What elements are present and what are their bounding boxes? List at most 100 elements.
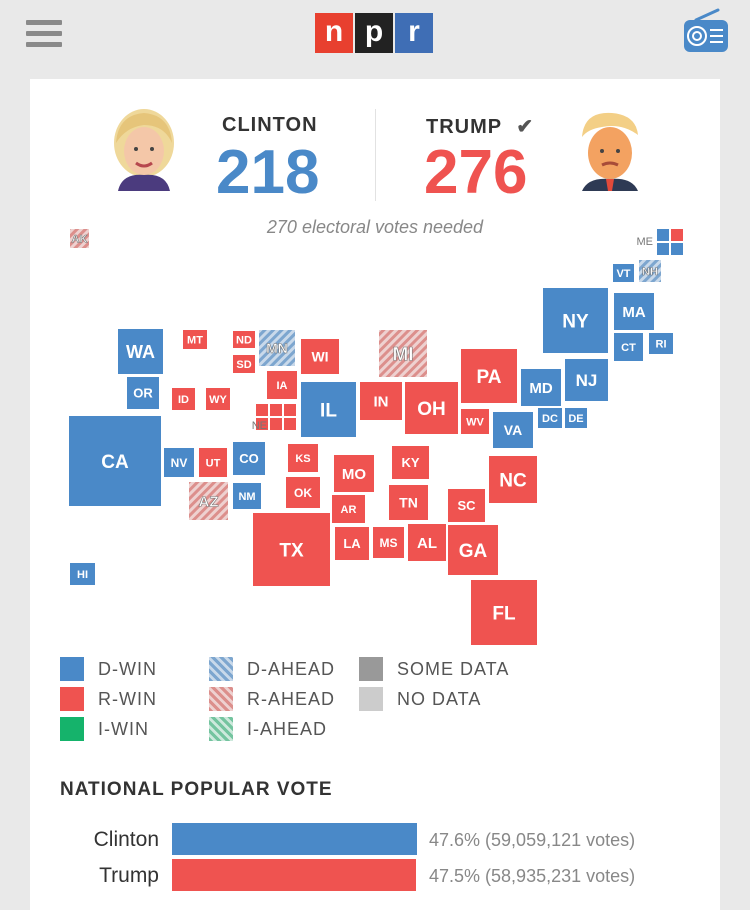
legend-swatch — [60, 657, 84, 681]
state-label-tx: TX — [279, 540, 304, 561]
state-tile-co[interactable] — [233, 442, 265, 475]
state-tile-in[interactable] — [360, 382, 402, 420]
state-tile-ne-district[interactable] — [256, 404, 268, 416]
state-tile-tx[interactable] — [253, 513, 330, 586]
state-label-mn: MN — [266, 340, 288, 356]
state-tile-vt[interactable] — [613, 264, 634, 282]
state-tile-hi[interactable] — [70, 563, 95, 585]
popular-vote-bar — [172, 823, 417, 855]
state-label-ak: AK — [72, 233, 88, 245]
state-tile-ne-district[interactable] — [256, 418, 268, 430]
legend-label: D-WIN — [98, 658, 157, 679]
trump-name-label: TRUMP — [426, 116, 502, 138]
legend-label: SOME DATA — [397, 658, 510, 679]
trump-avatar — [582, 112, 638, 191]
legend-swatch — [60, 717, 84, 741]
state-tile-id[interactable] — [172, 388, 195, 410]
popular-vote-name: Trump — [99, 864, 159, 887]
legend-swatch — [359, 657, 383, 681]
state-label-wa: WA — [126, 342, 155, 362]
legend-swatch — [209, 717, 233, 741]
state-tile-ky[interactable] — [392, 446, 429, 479]
legend-item-some: SOME DATA — [359, 657, 509, 681]
state-label-ks: KS — [295, 453, 310, 465]
state-tile-ne-district[interactable] — [270, 404, 282, 416]
state-tile-or[interactable] — [127, 377, 159, 409]
state-tile-al[interactable] — [408, 524, 446, 561]
state-tile-ak[interactable] — [70, 229, 89, 248]
state-tile-me-district[interactable] — [657, 243, 669, 255]
state-tile-nj[interactable] — [565, 359, 608, 401]
state-tile-ga[interactable] — [448, 525, 498, 575]
state-label-nv: NV — [171, 456, 188, 470]
state-tile-ar[interactable] — [332, 495, 365, 523]
state-tile-ut[interactable] — [199, 448, 227, 477]
state-tile-ks[interactable] — [288, 444, 318, 472]
state-tile-mo[interactable] — [334, 455, 374, 492]
state-label-tn: TN — [399, 495, 418, 511]
state-tile-va[interactable] — [493, 412, 533, 448]
state-label-dc: DC — [542, 413, 558, 425]
radio-icon[interactable] — [682, 6, 730, 54]
state-tile-ri[interactable] — [649, 333, 673, 354]
state-tile-dc[interactable] — [538, 408, 562, 428]
state-tile-ne-district[interactable] — [270, 418, 282, 430]
legend-label: D-AHEAD — [247, 658, 336, 679]
state-tile-ne-district[interactable] — [284, 418, 296, 430]
hamburger-menu-icon[interactable] — [26, 20, 62, 50]
state-tile-ca[interactable] — [69, 416, 161, 506]
state-tile-fl[interactable] — [471, 580, 537, 645]
state-tile-il[interactable] — [301, 382, 356, 437]
state-tile-md[interactable] — [521, 369, 561, 406]
state-label-mo: MO — [342, 466, 366, 483]
state-label-ar: AR — [341, 504, 357, 516]
state-label-wy: WY — [209, 394, 227, 406]
legend-item-i-ahead: I-AHEAD — [209, 717, 327, 741]
state-label-nd: ND — [236, 334, 252, 346]
state-tile-ma[interactable] — [614, 293, 654, 330]
state-label-ma: MA — [622, 304, 645, 321]
state-tile-mn[interactable] — [259, 330, 295, 366]
state-tile-ok[interactable] — [286, 477, 320, 508]
state-tile-oh[interactable] — [405, 382, 458, 434]
state-label-wi: WI — [311, 349, 328, 365]
state-tile-wy[interactable] — [206, 388, 230, 410]
state-tile-la[interactable] — [335, 527, 369, 560]
legend-swatch — [209, 687, 233, 711]
state-tile-nd[interactable] — [233, 331, 255, 348]
state-tile-ny[interactable] — [543, 288, 608, 353]
top-bar: n p r — [0, 0, 750, 70]
state-tile-sd[interactable] — [233, 355, 255, 373]
state-tile-me-district[interactable] — [671, 243, 683, 255]
state-tile-tn[interactable] — [389, 485, 428, 520]
npr-logo[interactable]: n p r — [315, 13, 435, 53]
state-label-vt: VT — [616, 268, 630, 280]
state-tile-mi[interactable] — [379, 330, 427, 377]
state-tile-nc[interactable] — [489, 456, 537, 503]
state-label-sd: SD — [236, 359, 251, 371]
state-tile-nv[interactable] — [164, 448, 194, 477]
state-tile-me-district[interactable] — [657, 229, 669, 241]
state-tile-az[interactable] — [189, 482, 228, 520]
state-label-al: AL — [417, 535, 437, 552]
state-tile-ms[interactable] — [373, 527, 404, 558]
state-tile-wv[interactable] — [461, 409, 489, 434]
state-tile-ia[interactable] — [267, 371, 297, 399]
state-tile-wa[interactable] — [118, 329, 163, 374]
state-tile-de[interactable] — [565, 408, 587, 428]
legend-label: I-AHEAD — [247, 718, 328, 739]
state-tile-me-district[interactable] — [671, 229, 683, 241]
state-tile-ne-district[interactable] — [284, 404, 296, 416]
results-card: CLINTON 218 TRUMP ✔ 276 270 electoral vo… — [30, 79, 720, 910]
state-label-fl: FL — [492, 603, 516, 624]
state-tile-mt[interactable] — [183, 330, 207, 349]
legend-item-r-win: R-WIN — [60, 687, 157, 711]
state-tile-nm[interactable] — [233, 483, 261, 509]
state-label-nm: NM — [238, 491, 255, 503]
state-tile-ct[interactable] — [614, 333, 643, 361]
state-tile-wi[interactable] — [301, 339, 339, 374]
state-tile-sc[interactable] — [448, 489, 485, 522]
state-tile-nh[interactable] — [639, 260, 661, 282]
state-tile-pa[interactable] — [461, 349, 517, 403]
state-label-ut: UT — [206, 457, 221, 469]
